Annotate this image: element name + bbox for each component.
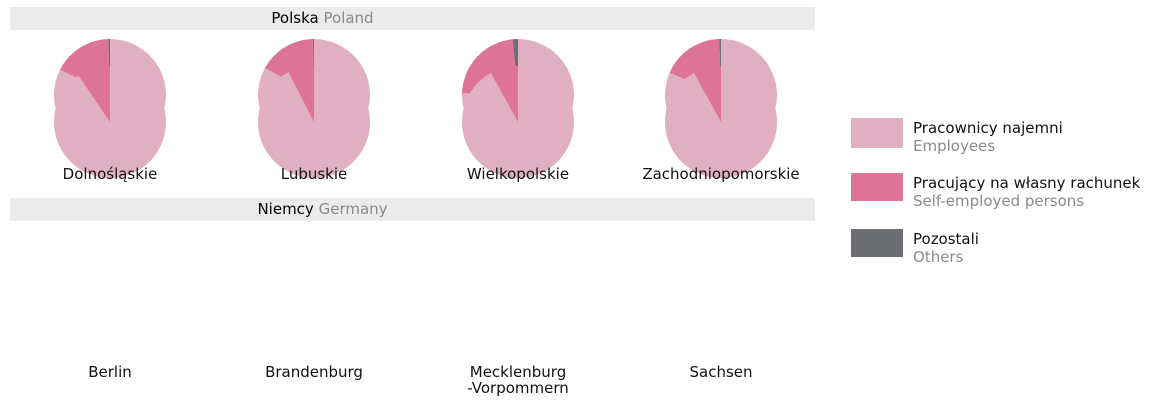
pie-title: Wielkopolskie <box>466 165 570 183</box>
pie-title: Mecklenburg -Vorpommern <box>467 363 569 397</box>
pie-slice <box>461 66 574 179</box>
pie-title: Berlin <box>88 363 132 381</box>
section-label-en: Poland <box>323 9 374 27</box>
legend-swatch <box>851 229 903 257</box>
pie-title: Zachodniopomorskie <box>642 165 800 183</box>
legend-swatch <box>851 118 903 148</box>
legend-label-en: Others <box>913 248 964 266</box>
section-header: Polska Poland <box>10 7 815 30</box>
legend-swatch <box>851 173 903 201</box>
pie-title: Sachsen <box>689 363 753 381</box>
pie-title: Lubuskie <box>280 165 348 183</box>
pie-slice <box>258 66 370 179</box>
legend-label: Pozostali <box>913 230 979 248</box>
legend-entry: Pracownicy najemni Employees <box>913 119 1063 155</box>
legend-label-en: Employees <box>913 137 996 155</box>
pie-title: Dolnośląskie <box>62 165 158 183</box>
pie-slice <box>288 66 314 122</box>
legend-label: Pracujący na własny rachunek <box>913 174 1141 192</box>
section-label: Niemcy <box>257 200 314 218</box>
section-header: Niemcy Germany <box>10 198 815 221</box>
legend-label-en: Self-employed persons <box>913 192 1085 210</box>
pie-title: Brandenburg <box>265 363 363 381</box>
pie-slice <box>78 66 110 122</box>
legend-label: Pracownicy najemni <box>913 119 1063 137</box>
pie-slice <box>491 66 518 122</box>
section-label: Polska <box>271 9 319 27</box>
legend-entry: Pozostali Others <box>913 230 979 266</box>
legend-entry: Pracujący na własny rachunek Self-employe… <box>913 174 1140 210</box>
pie-slice <box>53 66 166 178</box>
pie-slice <box>694 66 721 122</box>
section-label-en: Germany <box>318 200 388 218</box>
